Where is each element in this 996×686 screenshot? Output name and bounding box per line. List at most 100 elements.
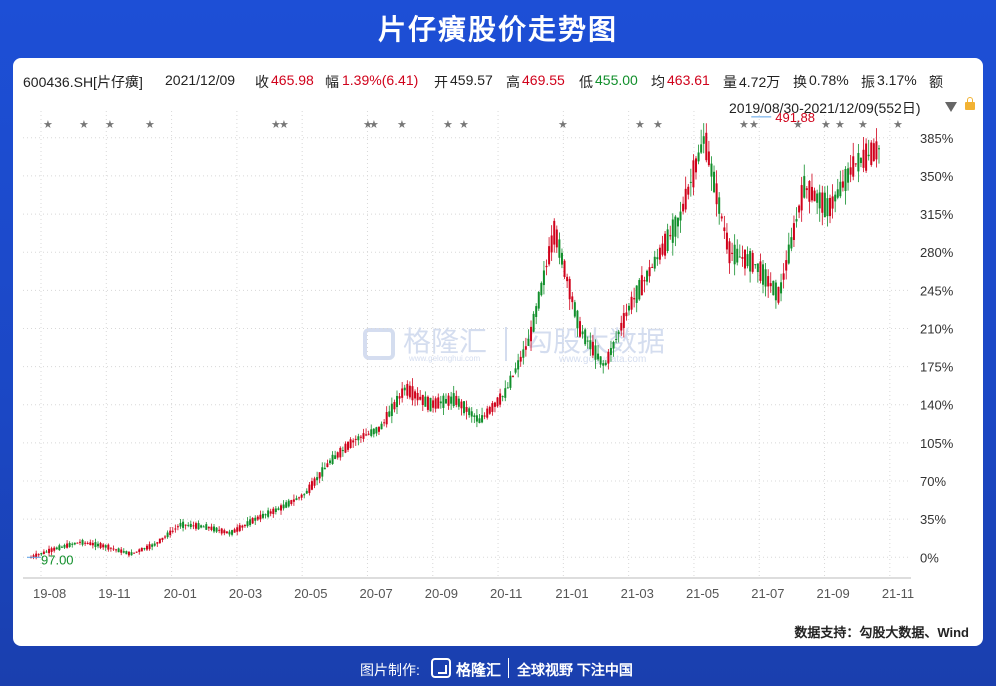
candle-body — [280, 505, 283, 511]
x-tick-label: 19-11 — [98, 586, 130, 601]
candle-body — [455, 395, 458, 405]
candle-body — [269, 511, 272, 514]
candle-body — [171, 530, 174, 532]
candle-body — [865, 143, 868, 171]
candle-body — [602, 363, 605, 366]
candle-body — [50, 548, 53, 552]
candle-body — [615, 339, 618, 341]
candle-body — [537, 291, 540, 309]
stock-chart: 0% 35% 70% 105% 140% 175% 210% 245% 280% 315% 350%… — [23, 110, 954, 601]
candle-body — [225, 531, 228, 534]
candle-body — [254, 517, 257, 521]
candle-body — [396, 395, 399, 408]
candle-body — [790, 237, 793, 249]
watermark-brand-url: www.gelonghui.com — [409, 354, 481, 363]
candle-body — [573, 302, 576, 317]
candle-body — [669, 235, 672, 237]
candle-body — [720, 216, 723, 219]
candle-body — [651, 266, 654, 268]
gelonghui-logo-icon — [431, 658, 451, 678]
candle-body — [241, 525, 244, 528]
x-tick-label: 20-07 — [359, 586, 392, 601]
candle-body — [192, 525, 195, 527]
candle-body — [878, 148, 880, 150]
lock-icon[interactable] — [965, 97, 975, 110]
quote-bar: 600436.SH[片仔癀] 2021/12/09 收 465.98 幅 1.3… — [13, 72, 983, 94]
candle-body — [336, 452, 339, 458]
candle-body — [803, 176, 806, 198]
candle-body — [872, 143, 875, 161]
candle-body — [305, 490, 308, 494]
candle-body — [785, 260, 788, 271]
candle-body — [599, 356, 602, 365]
candle-body — [408, 385, 411, 398]
candle-body — [728, 241, 731, 264]
date-range[interactable]: 2019/08/30-2021/12/09(552日) — [729, 100, 921, 116]
candle-body — [166, 532, 169, 538]
candle-body — [104, 545, 107, 548]
event-star-icon: ★ — [271, 118, 281, 131]
candle-body — [671, 219, 674, 243]
y-tick-label: 70% — [920, 474, 946, 489]
candle-body — [646, 270, 649, 282]
candle-body — [560, 252, 563, 265]
candle-body — [432, 400, 435, 408]
candle-body — [215, 527, 218, 532]
x-tick-label: 19-08 — [33, 586, 66, 601]
footer-divider — [508, 658, 509, 678]
x-tick-label: 21-03 — [621, 586, 654, 601]
candle-body — [522, 349, 525, 358]
y-tick-label: 210% — [920, 321, 954, 336]
amp-value: 3.17% — [877, 72, 917, 88]
candle-body — [805, 188, 808, 191]
candle-body — [581, 331, 584, 335]
candle-body — [524, 346, 527, 350]
candle-body — [504, 388, 507, 398]
candle-body — [362, 433, 365, 439]
candle-body — [723, 227, 726, 232]
candle-body — [607, 351, 610, 364]
candle-body — [643, 280, 646, 282]
event-star-icon: ★ — [793, 118, 803, 131]
candle-body — [463, 401, 466, 414]
candle-body — [135, 551, 138, 553]
candle-body — [767, 276, 770, 287]
candle-body — [718, 197, 721, 214]
candle-body — [813, 190, 816, 202]
candle-body — [326, 463, 329, 468]
x-tick-label: 21-05 — [686, 586, 719, 601]
event-star-icon: ★ — [43, 118, 53, 131]
candle-body — [756, 263, 759, 273]
candle-body — [609, 348, 612, 355]
candle-body — [566, 276, 569, 282]
candle-body — [839, 181, 842, 197]
candle-body — [182, 521, 185, 528]
candle-body — [715, 183, 718, 205]
event-star-icon: ★ — [739, 118, 749, 131]
candle-body — [707, 151, 710, 166]
candle-body — [138, 549, 141, 552]
x-tick-label: 20-03 — [229, 586, 262, 601]
candle-body — [202, 526, 205, 528]
candle-body — [501, 396, 504, 398]
dropdown-triangle-icon[interactable] — [945, 102, 957, 112]
candle-body — [862, 149, 865, 168]
y-tick-label: 315% — [920, 207, 954, 222]
candle-body — [310, 481, 313, 490]
candle-body — [55, 547, 58, 550]
candle-body — [365, 434, 368, 436]
candle-body — [653, 256, 656, 269]
candle-body — [810, 186, 813, 201]
candle-body — [496, 397, 499, 407]
candle-body — [692, 160, 695, 188]
candle-body — [743, 249, 746, 269]
candle-body — [759, 261, 762, 281]
candle-body — [122, 551, 125, 553]
candle-body — [35, 553, 38, 558]
candle-body — [633, 298, 636, 300]
candle-body — [638, 280, 641, 300]
candle-body — [486, 408, 489, 418]
candle-body — [514, 368, 517, 373]
candle-body — [385, 412, 388, 425]
candle-body — [666, 229, 669, 251]
